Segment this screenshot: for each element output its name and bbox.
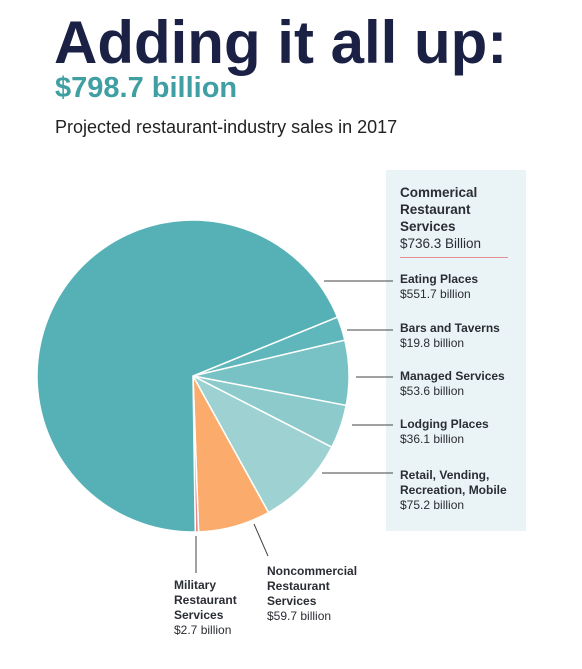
label-lodging-places: Lodging Places $36.1 billion [400,417,522,447]
label-value: $551.7 billion [400,287,471,301]
commercial-group-label: Commerical Restaurant Services $736.3 Bi… [400,184,522,252]
label-name: Lodging Places [400,417,489,431]
label-eating-places: Eating Places $551.7 billion [400,272,522,302]
label-name: Eating Places [400,272,479,286]
pie-slices [36,219,350,533]
page-title: Adding it all up: [54,9,508,76]
label-bars-and-taverns: Bars and Taverns $19.8 billion [400,321,522,351]
label-value: $2.7 billion [174,623,232,637]
label-military: Military Restaurant Services $2.7 billio… [174,578,264,638]
label-name: Bars and Taverns [400,321,500,335]
commercial-divider [400,257,508,258]
label-value: $53.6 billion [400,384,465,398]
label-value: $36.1 billion [400,432,465,446]
leader-noncommercial [253,523,269,557]
label-name: Retail, Vending, Recreation, Mobile [400,468,507,497]
subtitle: Projected restaurant-industry sales in 2… [55,117,398,137]
label-value: $75.2 billion [400,498,465,512]
commercial-group-name: Commerical Restaurant Services [400,185,478,234]
leader-lines [195,280,393,573]
pie-slice-eating-places [36,219,339,533]
label-value: $59.7 billion [267,609,332,623]
label-name: Managed Services [400,369,505,383]
label-name: Noncommercial Restaurant Services [267,564,358,608]
label-value: $19.8 billion [400,336,465,350]
total-sales: $798.7 billion [55,72,238,104]
legend-panel [386,170,526,531]
label-name: Military Restaurant Services [174,578,237,622]
pie-slice-retail-vending [191,374,333,514]
label-retail-vending: Retail, Vending, Recreation, Mobile $75.… [400,468,524,513]
commercial-group-value: $736.3 Billion [400,236,482,251]
label-managed-services: Managed Services $53.6 billion [400,369,524,399]
label-noncommercial: Noncommercial Restaurant Services $59.7 … [267,564,379,624]
